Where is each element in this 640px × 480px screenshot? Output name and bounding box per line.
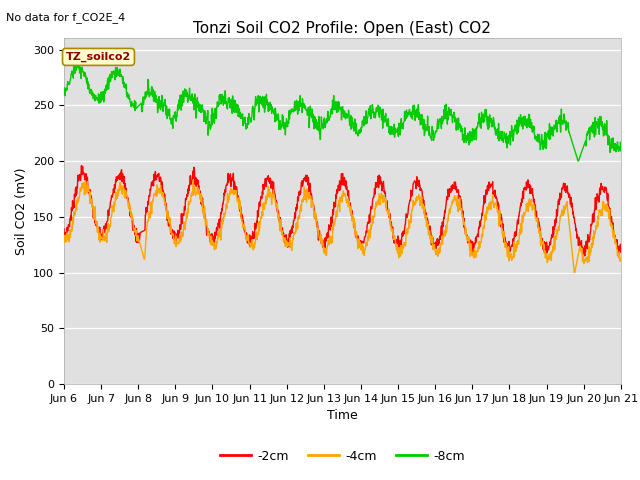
Text: No data for f_CO2E_4: No data for f_CO2E_4 — [6, 12, 125, 23]
Text: TZ_soilco2: TZ_soilco2 — [66, 52, 131, 62]
Legend: -2cm, -4cm, -8cm: -2cm, -4cm, -8cm — [215, 444, 470, 468]
Y-axis label: Soil CO2 (mV): Soil CO2 (mV) — [15, 168, 28, 255]
Title: Tonzi Soil CO2 Profile: Open (East) CO2: Tonzi Soil CO2 Profile: Open (East) CO2 — [193, 21, 492, 36]
X-axis label: Time: Time — [327, 409, 358, 422]
